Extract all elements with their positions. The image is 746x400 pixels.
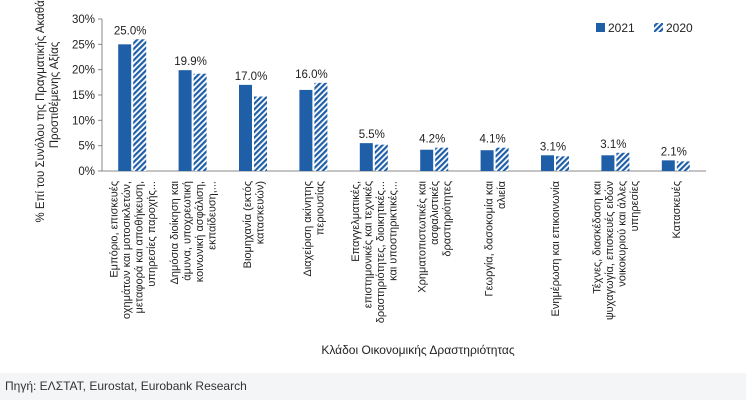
category-label-line: Γεωργία, δασοκομία και	[483, 180, 495, 296]
category-label-line: Διαχείριση ακίνητης	[302, 181, 314, 277]
bar-2021	[541, 155, 554, 171]
chart-frame: 0% 5% 10% 15% 20% 25% 30% % Επί του Συνόλου της…	[0, 0, 746, 373]
y-tick-label: 20%	[72, 65, 95, 77]
legend-label-2020: 2020	[666, 21, 693, 35]
category-label-line: εκπαίδευση,...	[206, 181, 218, 250]
category-label-line: Κατασκευές	[671, 181, 683, 239]
category-label-line: ψυχαγωγία, επισκευές ειδών	[604, 181, 616, 321]
data-label: 25.0%	[114, 25, 147, 37]
x-axis-title: Κλάδοι Οικονομικής Δραστηριότητας	[321, 343, 515, 357]
bar-2021	[420, 149, 434, 171]
category-label: Δημόσια διοίκηση και άμυνα, υποχρεωτική κο…	[169, 180, 219, 284]
category-label-line: άμυνα, υποχρεωτική	[181, 181, 193, 281]
y-axis-title-line: Προστιθέμενης Αξίας	[49, 41, 61, 148]
category-label-line: μεταφορά και αποθήκευση,	[133, 181, 145, 313]
category-label-line: κατασκευών)	[254, 181, 266, 244]
bar-2020	[495, 147, 509, 171]
category-label-line: Επαγγελματικές,	[350, 181, 362, 262]
category-label-line: κοινωνική ασφάλιση,	[194, 181, 206, 282]
bar-2020	[314, 82, 328, 171]
y-tick-label: 0%	[78, 166, 95, 178]
category-label-line: Ενημέρωση και επικοινωνία	[550, 180, 562, 316]
bar-2020	[193, 73, 207, 171]
category-label: Χρηματοπιστωτικές και ασφαλιστικές δραστηρ…	[417, 180, 454, 292]
bar-2020	[616, 152, 630, 171]
bar-2020	[556, 156, 569, 171]
data-label: 5.5%	[359, 129, 385, 141]
y-tick-label: 10%	[72, 115, 95, 127]
bar-2021	[118, 44, 132, 172]
category-label-line: Βιομηχανία (εκτός	[242, 181, 254, 268]
category-label-line: ασφαλιστικές	[429, 181, 441, 245]
data-label: 3.1%	[600, 139, 626, 151]
category-label-line: υπηρεσίες	[629, 181, 641, 231]
category-label-line: Τέχνες, διασκέδαση και	[592, 180, 604, 293]
data-label: 16.0%	[295, 69, 328, 81]
category-label-line: νοικοκυριού και άλλες	[617, 181, 629, 287]
category-label-line: υπηρεσίες παροχής...	[146, 181, 158, 287]
legend-label-2021: 2021	[608, 21, 635, 35]
bar-2021	[239, 84, 252, 171]
bar-2021	[359, 143, 373, 171]
data-label: 3.1%	[540, 141, 566, 153]
y-axis-title-line: % Επί του Συνόλου της Πραγματικής Ακαθάρ…	[35, 0, 47, 223]
data-label: 17.0%	[235, 71, 268, 83]
y-tick-label: 5%	[78, 141, 95, 153]
legend-swatch-2021	[596, 23, 605, 32]
category-label-line: Χρηματοπιστωτικές και	[417, 180, 429, 292]
y-tick-label: 30%	[72, 14, 95, 26]
data-label: 19.9%	[174, 56, 207, 68]
category-label: Γεωργία, δασοκομία και αλιεία	[483, 180, 508, 296]
y-tick-label: 15%	[72, 90, 95, 102]
data-label: 2.1%	[661, 146, 687, 158]
bar-2021	[178, 70, 192, 171]
bar-2020	[254, 96, 267, 171]
category-label-line: οχημάτων και μοτοσικλετών,	[121, 181, 133, 319]
legend-swatch-2020	[654, 23, 663, 32]
bar-2020	[133, 39, 147, 172]
data-label: 4.1%	[479, 134, 505, 146]
category-label: Εμπόριο, επισκευές οχημάτων και μοτοσικλε…	[108, 181, 158, 319]
category-label: Διαχείριση ακίνητης περιουσίας	[302, 181, 327, 277]
category-label-line: αλιεία	[496, 180, 508, 209]
bar-2021	[661, 160, 675, 171]
category-label-line: περιουσίας	[315, 181, 327, 235]
data-label: 4.2%	[419, 134, 445, 146]
category-label: Τέχνες, διασκέδαση και ψυχαγωγία, επισκευ…	[592, 180, 642, 320]
bar-2021	[299, 89, 313, 171]
bar-chart: 0% 5% 10% 15% 20% 25% 30% % Επί του Συνόλου της…	[35, 0, 706, 357]
category-label: Ενημέρωση και επικοινωνία	[550, 180, 562, 316]
category-label-line: και υποστηρικτικές...	[388, 181, 400, 281]
bar-2020	[676, 161, 690, 171]
bar-2021	[480, 150, 494, 171]
category-label-line: δραστηριότητες, διοικητικές...	[375, 181, 387, 323]
bar-2020	[435, 147, 449, 171]
category-label-line: δραστηριότητες	[442, 181, 454, 257]
y-tick-label: 25%	[72, 39, 95, 51]
category-label: Επαγγελματικές, επιστημονικές και τεχνικέ…	[350, 181, 400, 323]
source-note: Πηγή: ΕΛΣΤΑΤ, Eurostat, Eurobank Researc…	[5, 379, 247, 393]
bar-2020	[374, 144, 388, 171]
category-label-line: Δημόσια διοίκηση και	[169, 180, 181, 284]
bar-2021	[601, 155, 615, 171]
category-label-line: Εμπόριο, επισκευές	[108, 181, 120, 278]
category-label-line: επιστημονικές και τεχνικές	[363, 181, 375, 308]
category-label: Βιομηχανία (εκτός κατασκευών)	[242, 181, 267, 268]
category-label: Κατασκευές	[671, 181, 683, 239]
